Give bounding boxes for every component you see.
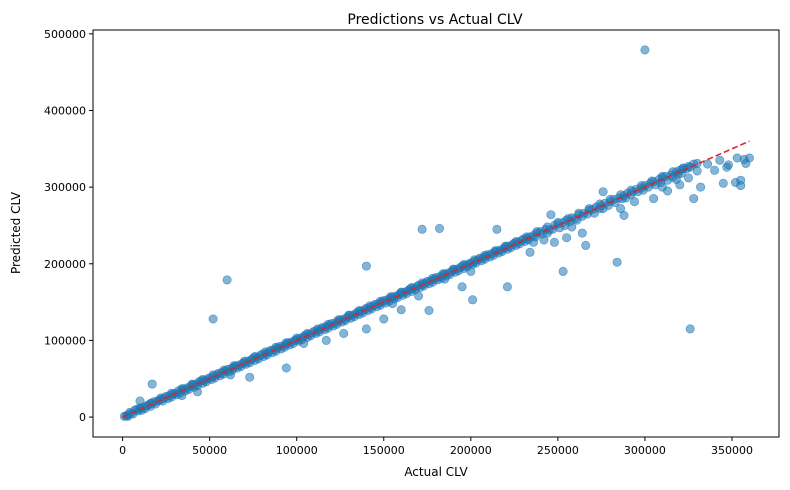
scatter-point	[744, 153, 754, 163]
y-tick-label: 400000	[44, 104, 86, 117]
scatter-point	[281, 363, 291, 373]
scatter-point	[723, 160, 733, 170]
scatter-point	[147, 379, 157, 389]
y-tick-label: 0	[79, 411, 86, 424]
x-tick-label: 350000	[711, 444, 753, 457]
scatter-point	[135, 396, 145, 406]
scatter-point	[657, 182, 667, 192]
scatter-point	[567, 222, 577, 232]
scatter-point	[581, 240, 591, 250]
scatter-point	[414, 291, 424, 301]
scatter-point	[649, 194, 659, 204]
x-tick-label: 150000	[363, 444, 405, 457]
scatter-point	[440, 274, 450, 284]
scatter-point	[616, 204, 626, 214]
x-tick-label: 200000	[450, 444, 492, 457]
scatter-point	[553, 217, 563, 227]
chart-title: Predictions vs Actual CLV	[347, 12, 523, 28]
scatter-point	[187, 379, 197, 389]
axis-ticks: 0 50000 100000 150000 200000 250000 300000 3500…	[44, 28, 753, 457]
scatter-point	[668, 167, 678, 177]
scatter-point	[525, 247, 535, 257]
y-axis-label: Predicted CLV	[9, 191, 23, 274]
scatter-point	[546, 210, 556, 220]
reference-line	[122, 140, 750, 418]
scatter-point	[549, 237, 559, 247]
scatter-point	[321, 335, 331, 345]
scatter-point	[692, 166, 702, 176]
scatter-point	[685, 324, 695, 334]
scatter-point	[528, 237, 538, 247]
scatter-point	[208, 314, 218, 324]
x-tick-label: 50000	[192, 444, 227, 457]
scatter-point	[685, 162, 695, 172]
data-points	[119, 45, 754, 421]
scatter-point	[466, 266, 476, 276]
scatter-point	[424, 305, 434, 315]
scatter-point	[222, 275, 232, 285]
scatter-point	[339, 328, 349, 338]
scatter-point	[193, 387, 203, 397]
scatter-point	[177, 391, 187, 401]
scatter-point	[675, 180, 685, 190]
scatter-point	[558, 266, 568, 276]
scatter-point	[626, 185, 636, 195]
scatter-point	[689, 194, 699, 204]
scatter-point	[710, 165, 720, 175]
scatter-point	[612, 257, 622, 267]
scatter-point	[636, 181, 646, 191]
scatter-point	[299, 338, 309, 348]
scatter-point	[718, 178, 728, 188]
scatter-point	[562, 233, 572, 243]
scatter-point	[736, 175, 746, 185]
scatter-point	[361, 261, 371, 271]
scatter-point	[657, 171, 667, 181]
scatter-point	[640, 45, 650, 55]
scatter-point	[616, 190, 626, 200]
x-tick-label: 0	[119, 444, 126, 457]
plot-frame	[92, 29, 780, 438]
y-tick-label: 500000	[44, 28, 86, 41]
y-tick-label: 200000	[44, 258, 86, 271]
y-tick-label: 300000	[44, 181, 86, 194]
scatter-point	[683, 173, 693, 183]
scatter-point	[365, 301, 375, 311]
scatter-point	[396, 305, 406, 315]
x-tick-label: 250000	[537, 444, 579, 457]
scatter-point	[502, 282, 512, 292]
scatter-point	[584, 204, 594, 214]
scatter-point	[598, 187, 608, 197]
scatter-point	[577, 228, 587, 238]
scatter-point	[542, 222, 552, 232]
scatter-point	[457, 282, 467, 292]
scatter-point	[595, 199, 605, 209]
scatter-point	[715, 155, 725, 165]
scatter-point	[492, 224, 502, 234]
scatter-point	[245, 372, 255, 382]
scatter-point	[629, 197, 639, 207]
x-axis-label: Actual CLV	[404, 465, 468, 479]
scatter-point	[696, 182, 706, 192]
scatter-point	[468, 295, 478, 305]
scatter-point	[361, 324, 371, 334]
scatter-point	[417, 224, 427, 234]
x-tick-label: 300000	[624, 444, 666, 457]
scatter-point	[379, 314, 389, 324]
scatter-point	[226, 370, 236, 380]
scatter-point	[434, 224, 444, 234]
y-tick-label: 100000	[44, 334, 86, 347]
scatter-point	[539, 235, 549, 245]
scatter-point	[387, 299, 397, 309]
x-tick-label: 100000	[276, 444, 318, 457]
